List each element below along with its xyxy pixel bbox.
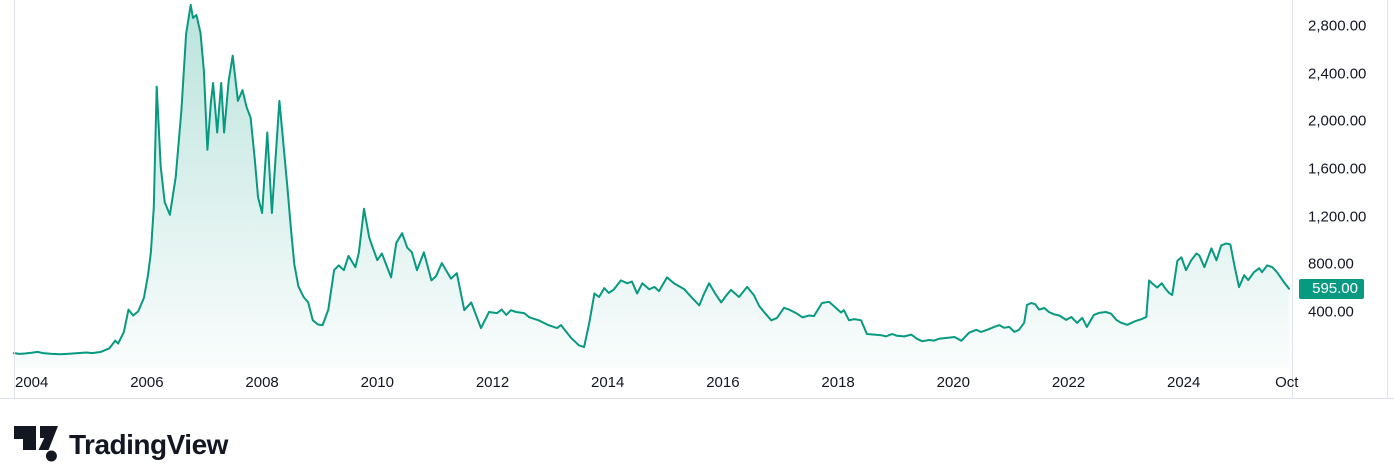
price-line	[12, 3, 1291, 356]
price-area-chart[interactable]	[0, 0, 1292, 368]
tradingview-logo-icon	[14, 426, 58, 462]
y-axis-tick-label: 2,400.00	[1308, 65, 1367, 82]
x-axis-tick-label: 2008	[245, 374, 279, 391]
x-axis-tick-label: 2024	[1167, 374, 1201, 391]
x-axis-tick-label: 2018	[821, 374, 855, 391]
area-series-svg	[12, 3, 1291, 368]
x-axis-tick-label: 2012	[475, 374, 510, 391]
x-axis-tick-label: 2016	[706, 374, 740, 391]
price-scale-border	[1292, 0, 1293, 398]
y-axis-tick-label: 1,200.00	[1308, 208, 1367, 226]
y-axis-tick-label: 800.00	[1308, 255, 1354, 273]
y-axis-tick-label: 400.00	[1308, 303, 1354, 321]
axis-separator-line	[0, 398, 1394, 399]
x-axis-tick-label: 2006	[130, 374, 164, 391]
y-axis-tick-label: 2,000.00	[1308, 112, 1367, 130]
x-axis-tick-label: 2004	[15, 374, 49, 391]
y-axis-tick-label: 2,800.00	[1308, 17, 1367, 35]
y-axis-tick-label: 1,600.00	[1308, 160, 1367, 178]
x-axis-tick-label: 2014	[591, 374, 625, 391]
x-axis-tick-label: 2010	[360, 374, 394, 391]
widget-right-border	[1387, 0, 1388, 398]
time-axis[interactable]: 2004 2006 2008 2010 2012 2014 2016 2018 2020 2022…	[0, 368, 1394, 398]
x-axis-tick-label: 2022	[1051, 374, 1086, 391]
price-scale[interactable]: 2,800.00 2,400.00 2,000.00 1,600.00 1,200.00…	[1292, 0, 1394, 398]
last-price-badge: 595.00	[1299, 278, 1364, 299]
x-axis-tick-label: 2020	[936, 374, 970, 391]
tradingview-logo-text: TradingView	[69, 429, 228, 460]
plot-left-border	[14, 0, 15, 398]
tradingview-logo[interactable]: TradingView	[14, 424, 228, 466]
x-axis-tick-label: Oct	[1275, 374, 1299, 391]
area-fill	[13, 4, 1290, 368]
